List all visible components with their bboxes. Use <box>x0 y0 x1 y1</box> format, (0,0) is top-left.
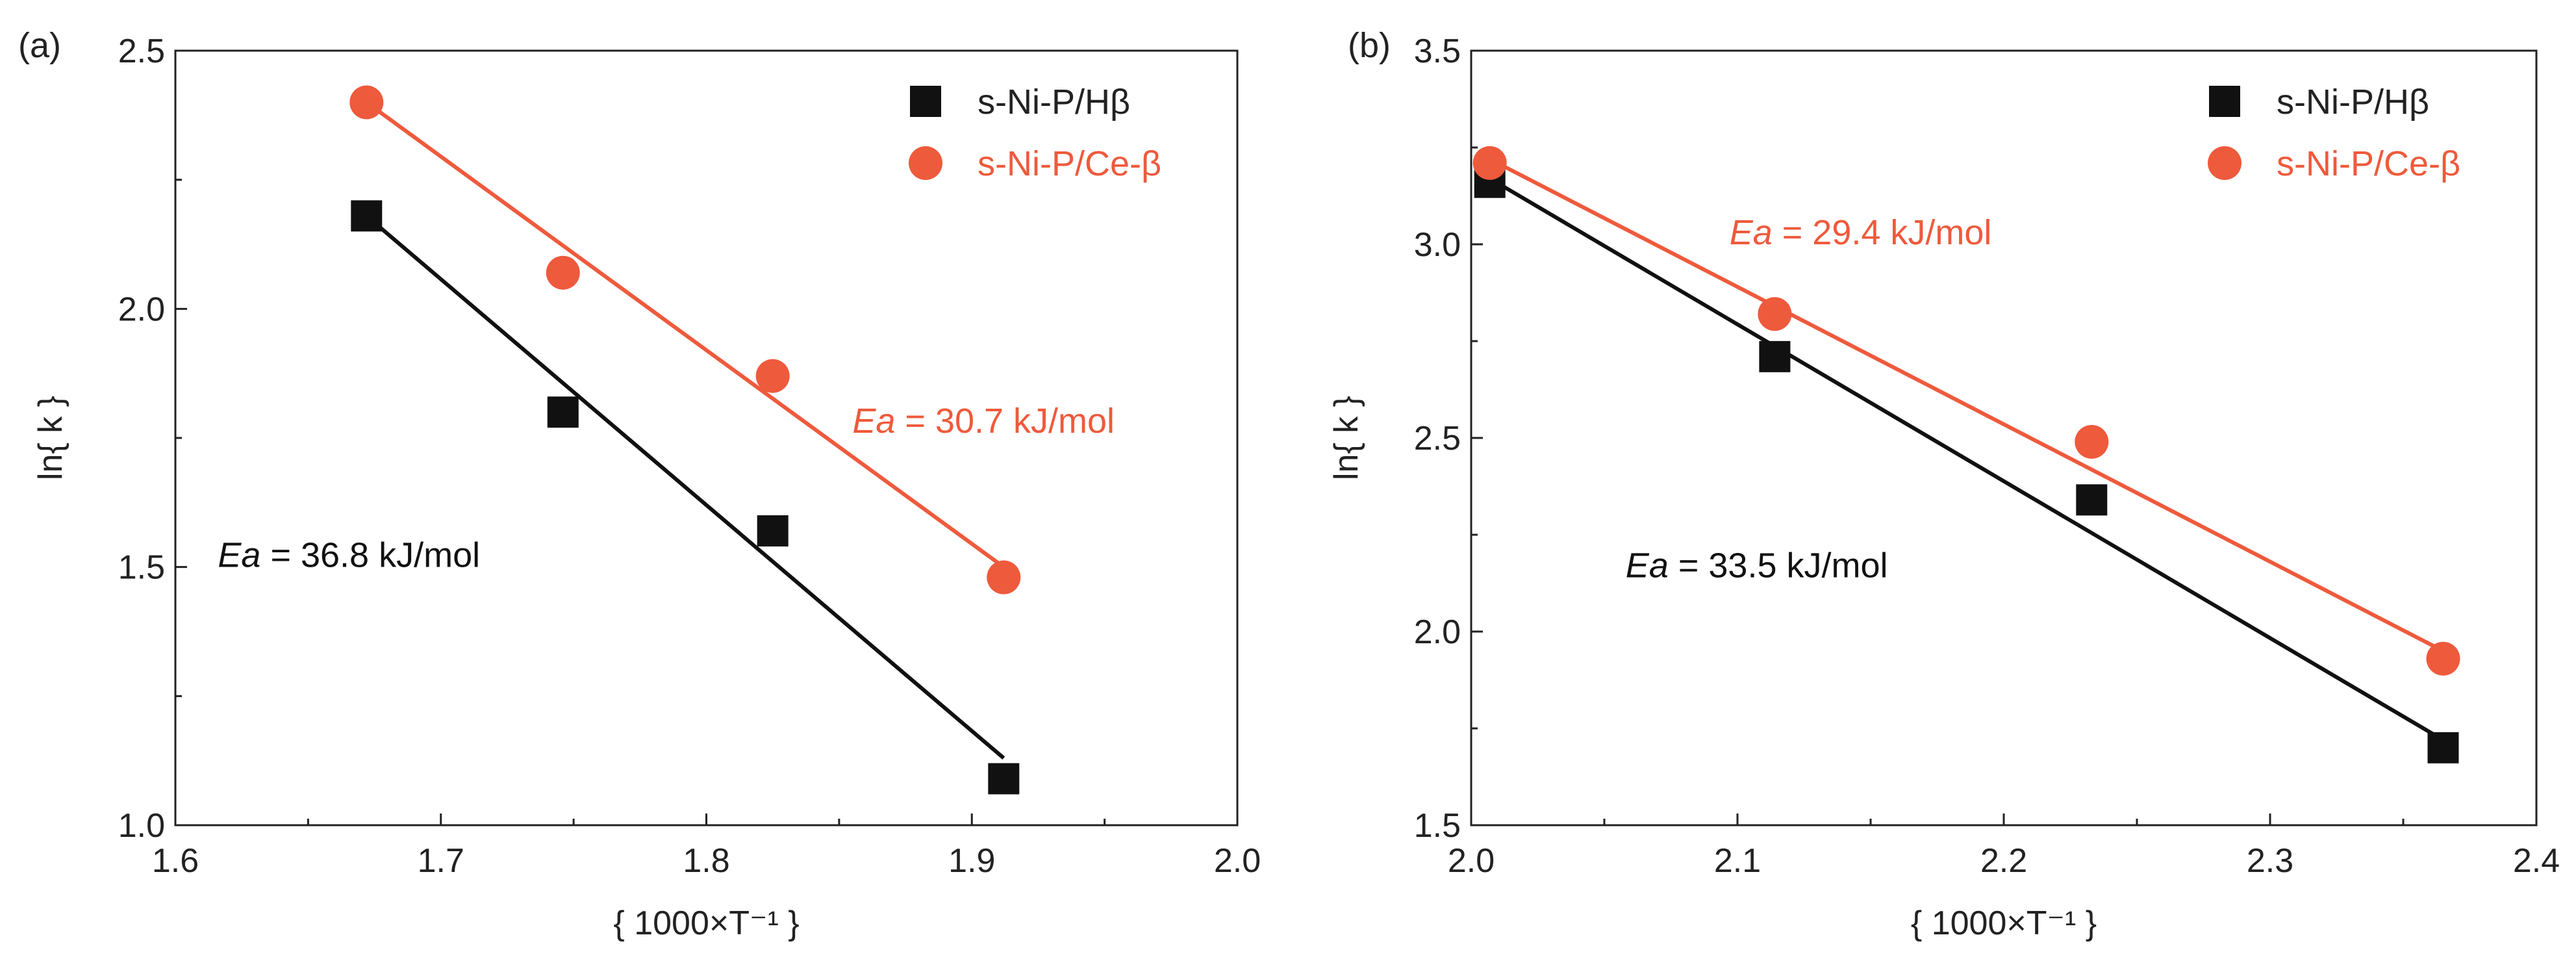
x-tick-label: 2.1 <box>1714 842 1761 880</box>
data-point-square <box>2427 732 2459 763</box>
ea-symbol: Ea <box>852 402 895 441</box>
legend-marker-square <box>2209 86 2240 117</box>
ea-symbol: Ea <box>1730 213 1773 252</box>
x-tick-label: 1.9 <box>948 842 995 880</box>
panel-b: (b)2.0 2.1 2.2 2.3 2.41.52.02.53.03.5{ 1000×… <box>1328 26 2560 942</box>
legend-label: s-Ni-P/Ce-β <box>2277 144 2460 183</box>
legend-marker-circle <box>2208 146 2241 180</box>
data-point-circle <box>755 359 790 393</box>
data-point-square <box>547 396 579 428</box>
ea-symbol: Ea <box>218 536 260 575</box>
legend-label: s-Ni-P/Hβ <box>2277 83 2429 122</box>
y-tick-label: 1.5 <box>118 549 165 587</box>
y-tick-label: 3.5 <box>1414 32 1461 70</box>
x-tick-label: 2.0 <box>1214 842 1261 880</box>
fit-line <box>1489 157 2444 653</box>
y-tick-label: 2.5 <box>1414 420 1461 457</box>
fit-line <box>365 101 1005 569</box>
data-point-square <box>1759 340 1791 372</box>
x-tick-label: 2.3 <box>2247 842 2293 880</box>
y-tick-label: 2.5 <box>118 32 165 70</box>
x-tick-label: 1.6 <box>152 842 199 880</box>
y-axis-title: ln{ k } <box>32 396 69 480</box>
activation-energy-annotation: Ea = 36.8 kJ/mol <box>218 536 480 575</box>
data-point-circle <box>2075 424 2109 459</box>
legend-marker-square <box>910 86 941 117</box>
fit-line <box>1489 177 2445 742</box>
data-point-square <box>988 763 1020 795</box>
y-tick-label: 3.0 <box>1414 226 1461 264</box>
x-axis-title: { 1000×T⁻¹ } <box>1911 904 2097 942</box>
panel-label: (a) <box>18 26 61 65</box>
ea-symbol: Ea <box>1626 546 1669 585</box>
y-axis-title: ln{ k } <box>1328 396 1365 480</box>
activation-energy-annotation: Ea = 33.5 kJ/mol <box>1626 546 1888 585</box>
x-tick-label: 1.7 <box>418 842 464 880</box>
y-tick-label: 1.0 <box>118 807 165 845</box>
x-axis-title: { 1000×T⁻¹ } <box>613 904 799 942</box>
ea-value: = 30.7 kJ/mol <box>895 402 1115 441</box>
y-tick-label: 1.5 <box>1414 807 1461 845</box>
ea-value: = 36.8 kJ/mol <box>260 536 480 575</box>
data-point-circle <box>1472 146 1507 180</box>
x-tick-label: 2.0 <box>1448 842 1495 880</box>
legend-label: s-Ni-P/Ce-β <box>978 144 1161 183</box>
data-point-circle <box>2426 641 2460 676</box>
activation-energy-annotation: Ea = 29.4 kJ/mol <box>1730 213 1992 252</box>
ea-value: = 33.5 kJ/mol <box>1669 546 1888 585</box>
data-point-circle <box>987 560 1021 595</box>
data-point-circle <box>349 85 384 120</box>
panel-label: (b) <box>1348 26 1391 65</box>
y-tick-label: 2.0 <box>1414 613 1461 651</box>
activation-energy-annotation: Ea = 30.7 kJ/mol <box>852 402 1115 441</box>
x-tick-label: 2.2 <box>1980 842 2027 880</box>
fit-line <box>365 214 1005 760</box>
data-point-square <box>351 200 383 232</box>
legend-label: s-Ni-P/Hβ <box>978 83 1130 122</box>
ea-value: = 29.4 kJ/mol <box>1773 213 1992 252</box>
y-tick-label: 2.0 <box>118 290 165 328</box>
x-tick-label: 2.4 <box>2513 842 2560 880</box>
data-point-circle <box>546 255 580 290</box>
data-point-square <box>757 515 789 547</box>
panel-a: (a) 1.6 1.7 1.8 1.9 2.0 1.0 1.5 2.0 2.5 { 1000×T⁻¹… <box>18 26 1261 942</box>
legend-marker-circle <box>909 146 942 180</box>
data-point-circle <box>1758 297 1792 331</box>
data-point-square <box>2076 484 2108 516</box>
x-tick-label: 1.8 <box>683 842 729 880</box>
